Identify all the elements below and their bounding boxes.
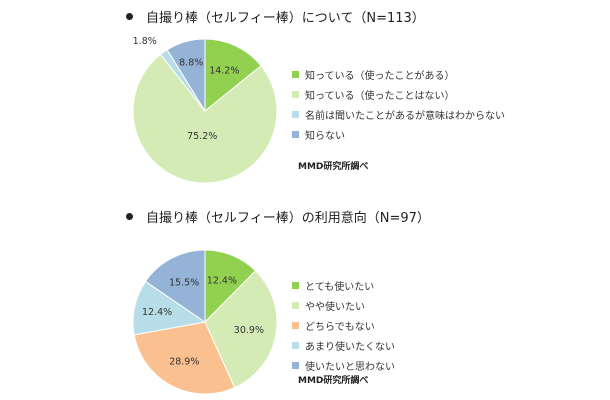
slice-value-label: 15.5%: [169, 278, 199, 289]
legend-label: 知っている（使ったことはない）: [305, 90, 455, 102]
pie-slice: [133, 321, 236, 395]
legend: とても使いたい やや使いたい どちらでもない あまり使いたくない 使いたいと思わ…: [292, 275, 395, 375]
legend-swatch: [292, 70, 299, 78]
legend-label: 名前は聞いたことがあるが意味はわからない: [305, 110, 505, 122]
slice-value-label: 8.8%: [179, 58, 203, 69]
chart-title: 自撮り棒（セルフィー棒）の利用意向（N=97）: [146, 210, 430, 226]
legend-swatch: [292, 90, 299, 98]
pie-slice: [204, 38, 262, 113]
pie-chart-usage-intent: 12.4% 30.9% 28.9% 12.4% 15.5%: [132, 249, 278, 395]
pie-chart-awareness: 14.2% 75.2% 1.8% 8.8%: [132, 36, 278, 184]
pie-slice: [204, 270, 278, 389]
legend-item: 知っている（使ったことはない）: [292, 84, 505, 104]
slice-value-label: 1.8%: [133, 36, 157, 47]
legend-swatch: [292, 301, 299, 309]
pie-slice: [166, 38, 206, 113]
legend-label: とても使いたい: [305, 281, 375, 293]
source-note: MMD研究所調べ: [298, 376, 369, 386]
slice-value-label: 30.9%: [234, 325, 264, 336]
legend-item: どちらでもない: [292, 315, 395, 335]
legend-item: 使いたいと思わない: [292, 355, 395, 375]
slice-value-label: 12.4%: [207, 276, 237, 287]
legend-swatch: [292, 321, 299, 329]
legend-item: あまり使いたくない: [292, 335, 395, 355]
legend-swatch: [292, 130, 299, 138]
legend-swatch: [292, 361, 299, 369]
legend-item: 知っている（使ったことがある）: [292, 64, 505, 84]
bullet-icon: [126, 12, 133, 20]
chart-usage-intent: 自撮り棒（セルフィー棒）の利用意向（N=97） 12.4% 30.9% 28.9% 1…: [0, 200, 610, 400]
legend-label: あまり使いたくない: [305, 341, 395, 353]
legend: 知っている（使ったことがある） 知っている（使ったことはない） 名前は聞いたこと…: [292, 64, 505, 144]
chart-title: 自撮り棒（セルフィー棒）について（N=113）: [146, 10, 425, 26]
legend-label: やや使いたい: [305, 301, 365, 313]
chart-awareness: 自撮り棒（セルフィー棒）について（N=113） 14.2% 75.2% 1.8% 8.…: [126, 6, 505, 184]
legend-label: 使いたいと思わない: [305, 361, 395, 373]
slice-value-label: 12.4%: [142, 307, 172, 318]
legend-swatch: [292, 341, 299, 349]
legend-item: 知らない: [292, 124, 505, 144]
legend-swatch: [292, 281, 299, 289]
legend-item: とても使いたい: [292, 275, 395, 295]
legend-swatch: [292, 110, 299, 118]
legend-label: どちらでもない: [305, 321, 375, 333]
chart-title-row: 自撮り棒（セルフィー棒）の利用意向（N=97）: [126, 206, 430, 226]
legend-item: やや使いたい: [292, 295, 395, 315]
pie-slice: [132, 53, 278, 184]
legend-label: 知っている（使ったことがある）: [305, 70, 455, 82]
source-note: MMD研究所調べ: [298, 162, 369, 172]
bullet-icon: [126, 212, 133, 220]
legend-item: 名前は聞いたことがあるが意味はわからない: [292, 104, 505, 124]
legend-label: 知らない: [305, 130, 345, 142]
slice-value-label: 14.2%: [209, 66, 239, 77]
slice-value-label: 28.9%: [169, 357, 199, 368]
slice-value-label: 75.2%: [187, 131, 217, 142]
pie-slice: [144, 249, 206, 323]
chart-title-row: 自撮り棒（セルフィー棒）について（N=113）: [126, 6, 425, 26]
